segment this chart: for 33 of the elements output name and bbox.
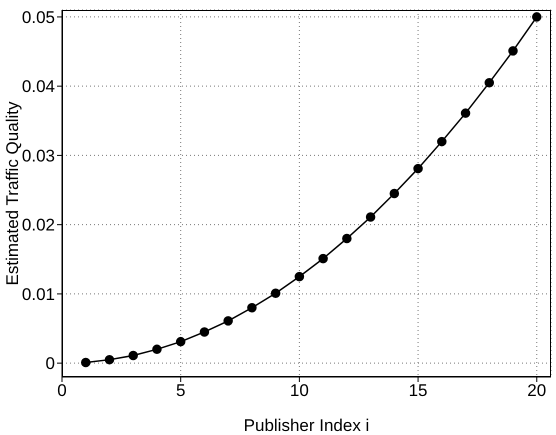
point (128, 350, 138, 360)
point (390, 188, 400, 198)
point (200, 327, 210, 337)
point (270, 288, 280, 298)
point (294, 272, 304, 282)
y-tick-label: 0.04 (22, 77, 55, 96)
y-tick-label: 0.01 (22, 284, 55, 304)
point (413, 164, 423, 174)
point (318, 254, 328, 264)
x-tick-label: 15 (408, 381, 428, 400)
point (532, 12, 542, 22)
y-tick-label: 0.05 (22, 8, 55, 27)
point (508, 46, 518, 56)
y-tick-label: 0 (46, 354, 55, 374)
x-tick-label: 0 (57, 381, 67, 400)
point (342, 234, 352, 244)
point (484, 78, 494, 88)
point (176, 336, 186, 346)
y-tick-label: 0.03 (22, 146, 55, 166)
point (247, 303, 257, 313)
x-axis-title: Publisher Index i (244, 416, 370, 435)
point (80, 358, 90, 368)
point (152, 344, 162, 354)
point (223, 316, 233, 326)
y-tick-label: 0.02 (22, 216, 55, 235)
x-tick-label: 20 (527, 381, 546, 400)
point (437, 136, 447, 146)
point (104, 354, 114, 364)
x-tick-label: 5 (176, 381, 186, 400)
point (366, 212, 376, 222)
x-tick-label: 10 (290, 381, 309, 400)
point (460, 108, 470, 118)
y-axis-title: Estimated Traffic Quality (3, 101, 22, 286)
